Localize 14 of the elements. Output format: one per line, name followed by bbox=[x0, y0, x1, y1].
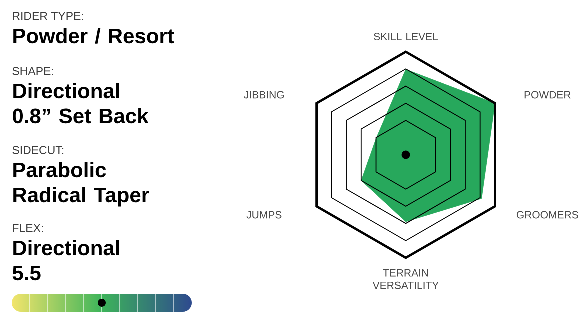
text: Powder / Resort bbox=[14, 28, 174, 44]
spoke-label: JIBBING bbox=[244, 91, 284, 99]
spoke-label: POWDER bbox=[524, 91, 571, 99]
text: SHAPE: bbox=[12, 67, 54, 76]
text: Directional 0.8” Set Back bbox=[13, 83, 149, 124]
spoke-label: JUMPS bbox=[246, 211, 282, 219]
text: Parabolic Radical Taper bbox=[14, 162, 150, 207]
spoke-label: TERRAIN VERSATILITY bbox=[372, 270, 439, 290]
text: RIDER TYPE: bbox=[13, 12, 84, 20]
text: Directional 5.5 bbox=[12, 240, 120, 281]
spoke-label: GROOMERS bbox=[516, 211, 578, 219]
text: SIDECUT: bbox=[12, 146, 64, 154]
text: FLEX: bbox=[13, 224, 44, 232]
spoke-label: SKILL LEVEL bbox=[374, 33, 438, 41]
